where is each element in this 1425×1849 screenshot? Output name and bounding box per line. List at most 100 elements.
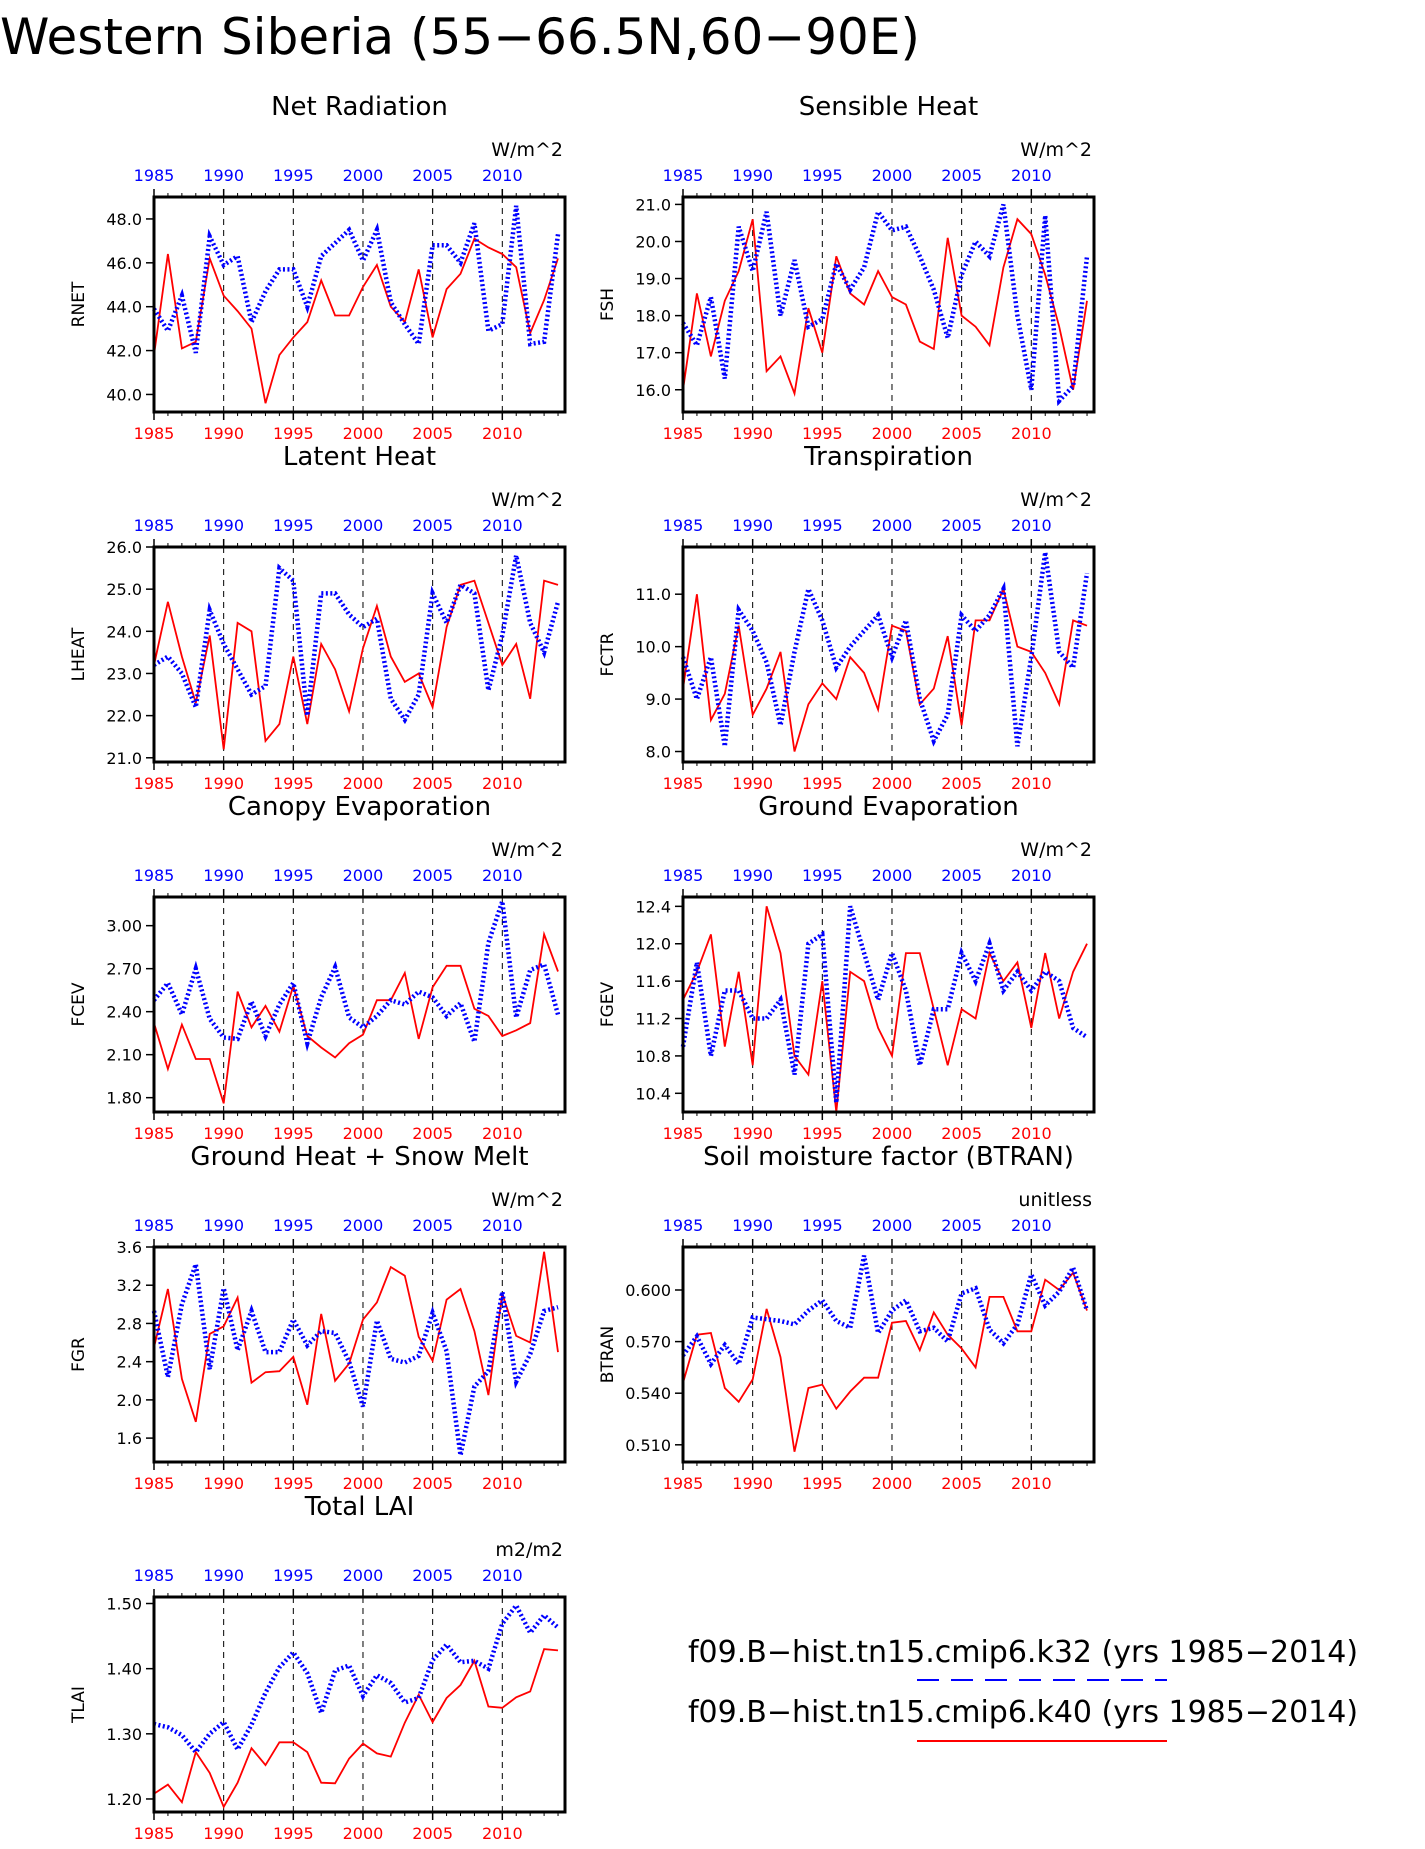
xtick-label-bottom-1985: 1985 [663,424,704,443]
ytick-label-42.0: 42.0 [106,342,142,361]
xtick-label-top-2000: 2000 [343,1566,384,1585]
xtick-label-top-1990: 1990 [203,166,244,185]
xtick-label-top-2005: 2005 [412,166,453,185]
xtick-label-bottom-1995: 1995 [273,1824,314,1843]
ytick-label-1.80: 1.80 [106,1089,142,1108]
ytick-label-9.0: 9.0 [646,690,671,709]
ytick-label-26.0: 26.0 [106,538,142,557]
xtick-label-top-2010: 2010 [482,1566,523,1585]
series-line-k40-fcev [153,930,559,1104]
xtick-label-top-1995: 1995 [802,1216,843,1235]
ytick-label-46.0: 46.0 [106,254,142,273]
plot-frame-fgev [681,895,1096,1114]
plot-frame-fctr [681,545,1096,764]
panel-fsh: Sensible Heat W/m^2 1985 1985 1990 1990 1995 19… [598,92,1096,443]
xtick-label-top-1995: 1995 [802,166,843,185]
panel-units-fgev: W/m^2 [1020,839,1092,861]
series-line-k32-rnet [152,205,561,354]
xtick-label-bottom-2000: 2000 [343,1474,384,1493]
ylabel-lheat: LHEAT [69,627,89,681]
ytick-label-2.4: 2.4 [117,1353,142,1372]
xtick-label-bottom-2000: 2000 [343,1824,384,1843]
series-line-k32-btran [681,1255,1090,1369]
panel-fgr: Ground Heat + Snow Melt W/m^2 1985 1985 1990… [69,1142,567,1493]
panel-units-fcev: W/m^2 [491,839,563,861]
xtick-label-top-1995: 1995 [273,516,314,535]
xtick-label-top-2005: 2005 [941,516,982,535]
xtick-label-top-1985: 1985 [663,166,704,185]
panel-units-btran: unitless [1018,1189,1092,1211]
xtick-label-top-2000: 2000 [872,866,913,885]
xtick-label-bottom-1985: 1985 [663,1474,704,1493]
ylabel-fgr: FGR [69,1337,89,1372]
ytick-label-10.8: 10.8 [635,1047,671,1066]
ytick-label-11.6: 11.6 [635,972,671,991]
xtick-label-top-2010: 2010 [1011,866,1052,885]
ytick-label-11.2: 11.2 [635,1010,671,1029]
series-line-k40-btran [682,1271,1088,1452]
plot-frame-lheat [152,545,567,764]
xtick-label-top-1985: 1985 [663,866,704,885]
xtick-label-top-1995: 1995 [273,1566,314,1585]
figure-title: Western Siberia (55−66.5N,60−90E) [0,8,920,66]
ytick-label-2.70: 2.70 [106,960,142,979]
xtick-label-bottom-2010: 2010 [1011,1474,1052,1493]
xtick-label-top-1985: 1985 [134,1566,175,1585]
panel-rnet: Net Radiation W/m^2 1985 1985 1990 1990 1995 19… [69,92,567,443]
ytick-label-1.30: 1.30 [106,1725,142,1744]
ytick-label-3.2: 3.2 [117,1276,142,1295]
series-line-k32-fsh [681,203,1090,407]
ytick-label-2.0: 2.0 [117,1391,142,1410]
xtick-label-top-1985: 1985 [134,166,175,185]
panel-btran: Soil moisture factor (BTRAN) unitless 1985… [598,1142,1096,1493]
xtick-label-bottom-2010: 2010 [482,1124,523,1143]
xtick-label-top-2010: 2010 [1011,1216,1052,1235]
xtick-label-top-2010: 2010 [482,516,523,535]
xtick-label-bottom-1985: 1985 [134,774,175,793]
xtick-label-top-1995: 1995 [273,1216,314,1235]
ylabel-fsh: FSH [598,288,618,321]
series-line-k32-fgev [680,905,1089,1103]
panel-title-btran: Soil moisture factor (BTRAN) [703,1142,1074,1172]
plot-frame-rnet [152,195,567,414]
ytick-label-1.6: 1.6 [117,1429,142,1448]
xtick-label-top-2000: 2000 [343,516,384,535]
ytick-label-12.4: 12.4 [635,897,671,916]
xtick-label-top-1990: 1990 [203,516,244,535]
panel-units-fsh: W/m^2 [1020,139,1092,161]
ylabel-fctr: FCTR [598,632,618,676]
ytick-label-25.0: 25.0 [106,580,142,599]
panel-title-fsh: Sensible Heat [799,92,978,122]
ytick-label-8.0: 8.0 [646,743,671,762]
ytick-label-44.0: 44.0 [106,298,142,317]
xtick-label-bottom-2005: 2005 [941,1474,982,1493]
xtick-label-bottom-2000: 2000 [343,1124,384,1143]
xtick-label-top-2000: 2000 [872,166,913,185]
ytick-label-23.0: 23.0 [106,664,142,683]
ytick-label-1.50: 1.50 [106,1595,142,1614]
ytick-label-21.0: 21.0 [106,749,142,768]
xtick-label-top-1985: 1985 [663,1216,704,1235]
series-line-k32-lheat [152,554,561,725]
xtick-label-top-1985: 1985 [134,1216,175,1235]
xtick-label-bottom-2000: 2000 [872,1474,913,1493]
plot-frame-tlai [152,1595,567,1814]
series-line-k40-fctr [682,586,1088,752]
xtick-label-bottom-1990: 1990 [732,774,773,793]
series-line-k32-fctr [680,551,1090,747]
xtick-label-bottom-2010: 2010 [482,1474,523,1493]
panel-title-fctr: Transpiration [803,442,973,472]
xtick-label-bottom-2010: 2010 [1011,424,1052,443]
ytick-label-0.570: 0.570 [625,1333,671,1352]
ytick-label-0.540: 0.540 [625,1384,671,1403]
xtick-label-top-2000: 2000 [343,1216,384,1235]
panel-title-lheat: Latent Heat [283,442,436,472]
xtick-label-top-2000: 2000 [872,1216,913,1235]
xtick-label-top-2005: 2005 [941,166,982,185]
series-line-k32-fcev [152,900,561,1052]
xtick-label-bottom-2005: 2005 [412,774,453,793]
xtick-label-bottom-2005: 2005 [412,424,453,443]
xtick-label-top-1985: 1985 [663,516,704,535]
